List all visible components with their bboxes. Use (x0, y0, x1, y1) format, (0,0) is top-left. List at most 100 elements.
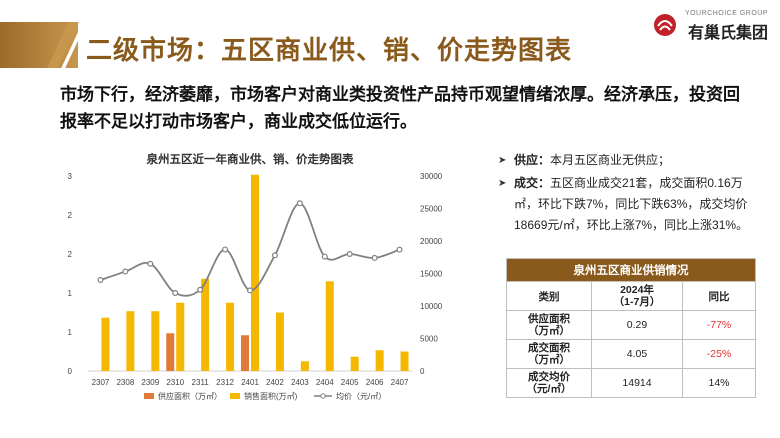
row-label-line: 供应面积 (528, 313, 570, 325)
arrow-icon: ➤ (498, 178, 507, 189)
price-point (247, 287, 254, 294)
price-point (271, 252, 278, 259)
bullet-deal: ➤ 成交：五区商业成交21套，成交面积0.16万㎡，环比下跌7%，同比下跌63%… (498, 173, 766, 236)
table-row: 供应面积 （万㎡） 0.29 -77% (506, 310, 756, 340)
logo-subtitle: YOURCHOICE GROUP (684, 10, 768, 17)
row-label-line: （万㎡） (528, 325, 570, 337)
x-axis-tick: 2310 (166, 378, 184, 387)
sales-bar (226, 302, 235, 371)
sales-bar (251, 174, 259, 371)
right-axis-tick: 20000 (420, 237, 443, 246)
right-axis-tick: 25000 (420, 205, 443, 214)
row-label: 成交均价 （元/㎡） (506, 368, 592, 398)
row-label-line: 成交均价 (528, 371, 570, 383)
sales-bar (275, 312, 284, 371)
x-axis-tick: 2403 (291, 378, 309, 387)
bullet-text: 五区商业成交21套，成交面积0.16万㎡，环比下跌7%，同比下跌63%，成交均价… (514, 176, 749, 232)
legend-label-supply: 供应面积（万㎡） (158, 391, 222, 401)
header-line: 2024年 (620, 284, 654, 296)
bullet-label: 供应： (514, 153, 551, 167)
table-header-row: 类别 2024年 （1-7月） 同比 (506, 281, 756, 311)
x-axis-tick: 2309 (141, 378, 159, 387)
price-point (396, 246, 403, 253)
right-axis-tick: 10000 (420, 302, 443, 311)
left-axis-tick: 3 (68, 172, 73, 181)
row-label-line: （万㎡） (528, 354, 570, 366)
supply-sales-table: 泉州五区商业供销情况 类别 2024年 （1-7月） 同比 供应面积 （万㎡） 0.… (506, 258, 756, 398)
left-axis-tick: 2 (68, 250, 73, 259)
sales-bar (151, 311, 160, 371)
x-axis-tick: 2311 (192, 378, 210, 387)
price-line (100, 202, 400, 297)
arrow-icon: ➤ (498, 155, 507, 166)
header-period: 2024年 （1-7月） (591, 281, 683, 311)
trend-chart: 泉州五区近一年商业供、销、价走势图表 0 1 1 2 2 3 0 5000 10000 15000 2… (62, 144, 460, 412)
price-point (346, 250, 353, 257)
price-point (97, 277, 104, 284)
left-axis-tick: 0 (68, 367, 73, 376)
sales-bar (350, 356, 359, 371)
table-row: 成交均价 （元/㎡） 14914 14% (506, 368, 756, 398)
table-caption: 泉州五区商业供销情况 (506, 258, 756, 282)
header-category: 类别 (506, 281, 592, 311)
x-axis-tick: 2404 (316, 378, 334, 387)
legend-label-sales: 销售面积(万㎡) (244, 391, 298, 401)
legend-swatch-supply (144, 393, 154, 399)
left-axis-tick: 2 (68, 211, 73, 220)
left-axis-tick: 1 (68, 328, 73, 337)
page-title: 二级市场：五区商业供、销、价走势图表 (86, 35, 573, 65)
x-axis-tick: 2405 (341, 378, 359, 387)
x-axis-tick: 2406 (366, 378, 384, 387)
row-label: 成交面积 （万㎡） (506, 339, 592, 369)
supply-bar (166, 333, 175, 371)
price-point (172, 290, 179, 297)
bullet-supply: ➤ 供应：本月五区商业无供应； (498, 150, 766, 171)
row-label: 供应面积 （万㎡） (506, 310, 592, 340)
sales-bar (325, 281, 334, 371)
x-axis-tick: 2407 (391, 378, 409, 387)
right-axis-tick: 15000 (420, 270, 443, 279)
row-yoy: 14% (682, 368, 756, 398)
sales-bar (400, 351, 409, 371)
price-point (197, 286, 204, 293)
row-yoy: -77% (682, 310, 756, 340)
summary-bullets: ➤ 供应：本月五区商业无供应； ➤ 成交：五区商业成交21套，成交面积0.16万… (498, 150, 766, 238)
row-label-line: （元/㎡） (526, 383, 572, 395)
right-axis-tick: 30000 (420, 172, 443, 181)
sales-bar (101, 317, 110, 371)
price-point (321, 253, 328, 260)
bullet-text: 本月五区商业无供应； (550, 153, 671, 167)
header-line: （1-7月） (613, 296, 661, 308)
x-axis-tick: 2401 (241, 378, 259, 387)
legend-label-price: 均价（元/㎡） (336, 391, 386, 401)
x-axis-tick: 2312 (216, 378, 234, 387)
right-axis-tick: 0 (420, 367, 425, 376)
sales-bar (300, 361, 309, 371)
price-point (371, 254, 378, 261)
logo-wordmark: 有巢氏集团 (687, 25, 768, 42)
price-point (222, 246, 229, 253)
row-value: 14914 (591, 368, 683, 398)
supply-bar (241, 335, 249, 371)
row-value: 4.05 (591, 339, 683, 369)
header-yoy: 同比 (682, 281, 756, 311)
logo-mark-icon (654, 14, 676, 36)
row-yoy: -25% (682, 339, 756, 369)
legend-marker-price (320, 393, 326, 399)
intro-paragraph: 市场下行，经济萎靡，市场客户对商业类投资性产品持币观望情绪浓厚。经济承压，投资回… (60, 85, 740, 131)
row-label-line: 成交面积 (528, 342, 570, 354)
sales-bar (176, 302, 185, 371)
x-axis-tick: 2308 (116, 378, 134, 387)
price-point (122, 268, 129, 275)
chart-title: 泉州五区近一年商业供、销、价走势图表 (146, 152, 354, 166)
sales-bar (126, 311, 135, 371)
table-row: 成交面积 （万㎡） 4.05 -25% (506, 339, 756, 369)
trend-chart-svg: 泉州五区近一年商业供、销、价走势图表 0 1 1 2 2 3 0 5000 10000 15000 2… (68, 152, 443, 401)
price-point (147, 260, 154, 267)
right-axis-tick: 5000 (420, 335, 438, 344)
legend-swatch-sales (230, 393, 240, 399)
sales-bar (201, 278, 210, 371)
row-value: 0.29 (591, 310, 683, 340)
price-point (296, 200, 303, 207)
sales-bar (375, 350, 384, 371)
